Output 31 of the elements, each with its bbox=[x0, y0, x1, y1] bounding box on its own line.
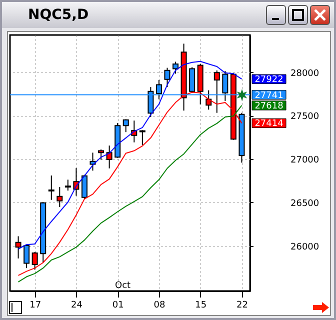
y-tick-label: 26500 bbox=[290, 198, 320, 209]
chart-title: NQC5,D bbox=[28, 7, 89, 23]
candlestick bbox=[139, 130, 146, 146]
candlestick bbox=[24, 244, 30, 269]
ref-line-label: 27741 bbox=[254, 90, 284, 101]
annotation: Oct bbox=[115, 281, 132, 291]
candlestick bbox=[64, 179, 71, 192]
candlestick bbox=[106, 145, 112, 169]
y-tick-label: 28000 bbox=[290, 68, 320, 79]
y-tick-label: 27000 bbox=[290, 156, 320, 166]
y-tick-label: 27500 bbox=[290, 112, 320, 122]
candlestick bbox=[189, 66, 196, 94]
candlestick bbox=[81, 174, 88, 200]
x-tick-label: 08 bbox=[154, 300, 166, 310]
candlestick bbox=[48, 174, 54, 200]
candlestick bbox=[122, 118, 129, 133]
data-label: 27618 bbox=[254, 101, 284, 112]
candlestick bbox=[56, 186, 63, 208]
x-tick-label: 17 bbox=[30, 300, 42, 310]
data-label: 27922 bbox=[254, 75, 284, 86]
candlestick bbox=[32, 251, 38, 270]
data-label: 27414 bbox=[254, 119, 284, 130]
x-tick-label: 24 bbox=[70, 300, 83, 310]
y-tick-label: 26000 bbox=[290, 242, 320, 252]
candlestick bbox=[15, 236, 22, 259]
candlestick bbox=[172, 61, 179, 74]
candlestick bbox=[98, 148, 104, 160]
x-tick-label: 15 bbox=[195, 300, 207, 310]
candlestick bbox=[164, 67, 170, 88]
x-tick-label: 22 bbox=[236, 300, 248, 310]
x-tick-label: 01 bbox=[112, 300, 124, 310]
